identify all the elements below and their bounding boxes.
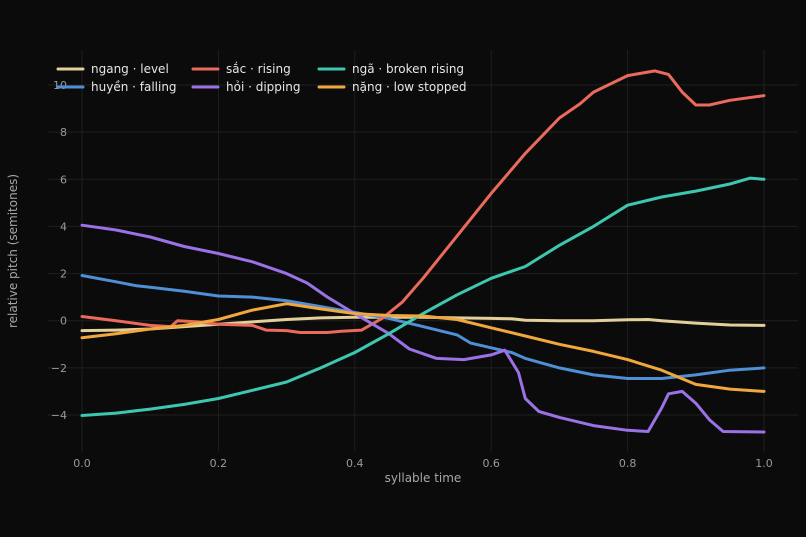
legend-label: nặng · low stopped [352, 80, 466, 94]
legend-label: hỏi · dipping [226, 80, 300, 94]
legend-item-3: hỏi · dipping [191, 80, 300, 94]
series-line-5 [80, 302, 766, 393]
legend-item-0: ngang · level [56, 62, 169, 76]
x-tick-label: 0.6 [482, 457, 500, 470]
legend-item-2: sắc · rising [191, 62, 291, 76]
legend-label: huyền · falling [91, 80, 177, 94]
legend-label: ngã · broken rising [352, 62, 464, 76]
x-tick-label: 0.8 [619, 457, 637, 470]
series-line-4 [80, 176, 766, 417]
y-tick-labels: −4−20246810 [51, 79, 67, 422]
series-line-3 [80, 223, 766, 434]
legend-label: sắc · rising [226, 62, 291, 76]
y-tick-label: −2 [51, 362, 67, 375]
y-tick-label: 8 [60, 126, 67, 139]
legend-item-5: nặng · low stopped [317, 80, 466, 94]
legend-item-1: huyền · falling [56, 80, 177, 94]
series-lines [80, 69, 766, 434]
legend-item-4: ngã · broken rising [317, 62, 464, 76]
x-tick-label: 0.4 [346, 457, 364, 470]
y-axis-label: relative pitch (semitones) [6, 174, 20, 328]
series-line-0 [80, 315, 766, 333]
x-tick-label: 1.0 [755, 457, 773, 470]
legend-label: ngang · level [91, 62, 169, 76]
y-tick-label: 0 [60, 315, 67, 328]
y-tick-label: 4 [60, 220, 67, 233]
y-tick-label: −4 [51, 409, 67, 422]
x-tick-labels: 0.0 0.2 0.4 0.6 0.8 1.0 [73, 457, 773, 470]
grid [48, 50, 798, 452]
x-tick-label: 0.0 [73, 457, 91, 470]
legend: ngang · level huyền · falling sắc · rising… [56, 62, 466, 94]
x-axis-label: syllable time [385, 471, 462, 485]
x-tick-label: 0.2 [210, 457, 228, 470]
y-tick-label: 2 [60, 268, 67, 281]
series-line-1 [80, 274, 766, 380]
y-tick-label: 6 [60, 173, 67, 186]
